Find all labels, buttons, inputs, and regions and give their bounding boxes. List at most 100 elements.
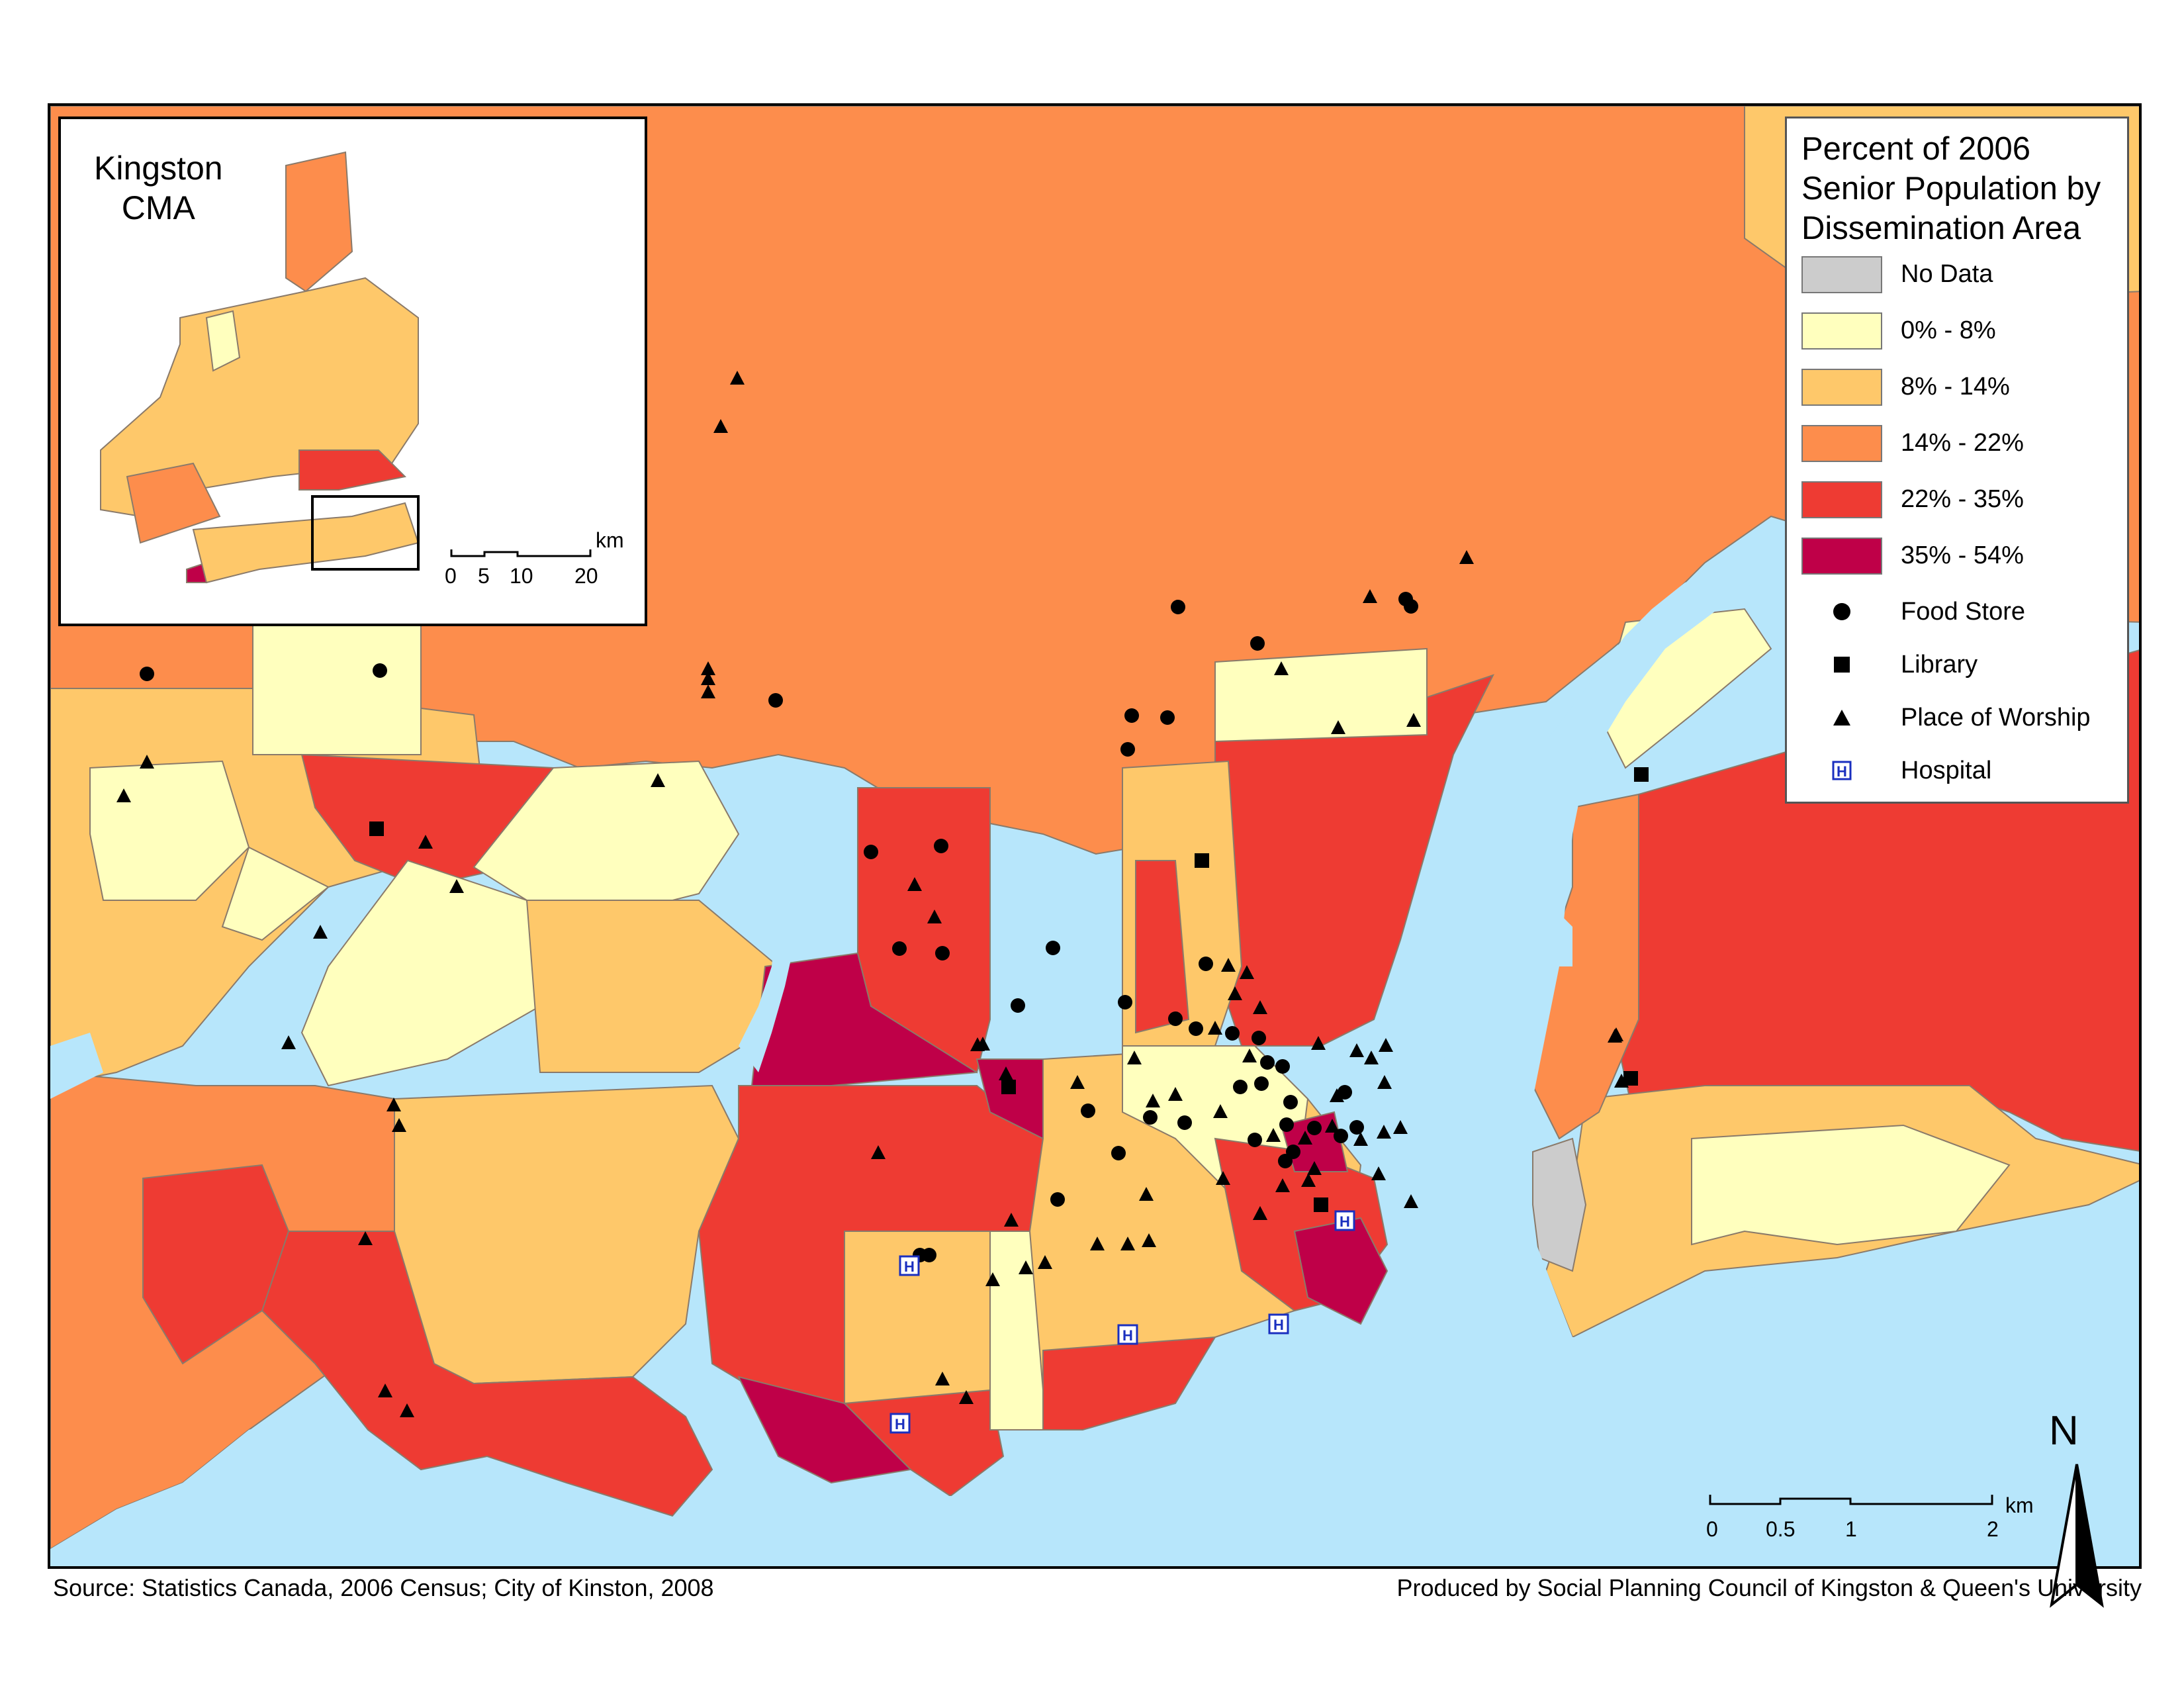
point-symbols: H H H H H: [116, 371, 1649, 1434]
place-of-worship-icon: [1213, 1104, 1228, 1118]
place-of-worship-icon: [1363, 589, 1377, 603]
legend-class-label: 0% - 8%: [1901, 316, 1996, 344]
place-of-worship-icon: [1325, 1119, 1340, 1133]
svg-text:H: H: [1837, 763, 1847, 780]
place-of-worship-icon: [959, 1390, 974, 1404]
scale-tick-0-5: 0.5: [1766, 1517, 1796, 1541]
legend-class-label: 22% - 35%: [1901, 485, 2024, 513]
inset-region-south: [192, 502, 420, 584]
place-of-worship-icon: [730, 371, 745, 385]
place-of-worship-icon: [1253, 1000, 1267, 1014]
food-store-icon: [1189, 1021, 1203, 1036]
place-of-worship-icon: [1301, 1173, 1316, 1187]
place-of-worship-icon: [1127, 1051, 1142, 1064]
hospital-h-icon: H: [1832, 761, 1852, 780]
scale-bar: [1709, 1495, 1993, 1505]
food-store-icon: [1120, 742, 1135, 757]
food-store-icon: [1283, 1095, 1298, 1109]
place-of-worship-icon: [281, 1035, 296, 1049]
inset-region-orange: [126, 462, 221, 544]
place-of-worship-icon: [1298, 1131, 1312, 1145]
place-of-worship-icon: [1221, 958, 1236, 972]
scale-tick-1: 1: [1845, 1517, 1857, 1541]
food-store-icon: [1248, 1133, 1262, 1147]
legend-symbol-label: Food Store: [1901, 598, 2025, 626]
hospital-h-icon: H: [899, 1255, 920, 1276]
legend-swatch: [1801, 256, 1882, 293]
food-store-icon: [768, 693, 783, 708]
place-of-worship-icon: [1208, 1021, 1222, 1035]
food-store-icon: [1177, 1115, 1192, 1130]
inset-scale-unit: km: [596, 528, 624, 552]
place-of-worship-icon: [1377, 1125, 1391, 1139]
legend-class-row: No Data: [1801, 256, 2119, 296]
place-of-worship-icon: [1139, 1187, 1154, 1201]
food-store-icon: [892, 941, 907, 956]
food-store-icon: [373, 663, 387, 678]
food-store-icon: [1171, 600, 1185, 614]
legend-symbol-row: Library: [1801, 647, 2119, 686]
scale-unit: km: [2005, 1493, 2034, 1517]
legend-symbol-row: Place of Worship: [1801, 700, 2119, 739]
hospital-h-icon: H: [1268, 1313, 1289, 1335]
food-store-icon: [1338, 1085, 1352, 1100]
food-store-icon: [1233, 1080, 1248, 1094]
area-ne-pale: [1214, 647, 1428, 743]
place-of-worship-icon: [1070, 1075, 1085, 1089]
place-of-worship-icon: [1216, 1171, 1230, 1185]
food-store-icon: [1251, 1031, 1266, 1045]
legend-symbol-label: Place of Worship: [1901, 704, 2091, 731]
inset-region-pale: [205, 310, 241, 372]
legend: Percent of 2006 Senior Population by Dis…: [1785, 117, 2129, 804]
lake-ontario: [50, 1194, 2139, 1566]
legend-swatch: [1801, 369, 1882, 406]
food-store-icon: [1349, 1120, 1364, 1135]
north-arrow-icon: [2050, 1464, 2104, 1608]
legend-title-line-3: Dissemination Area: [1801, 211, 2081, 246]
cataraqui-river: [1440, 556, 1771, 1297]
food-store-icon: [1250, 636, 1265, 651]
food-store-icon: [1254, 1076, 1269, 1091]
place-of-worship-icon: [358, 1231, 373, 1245]
svg-text:H: H: [895, 1416, 905, 1432]
place-of-worship-icon: [1142, 1233, 1156, 1247]
food-store-icon: [1225, 1026, 1240, 1041]
food-store-icon: [1260, 1055, 1275, 1070]
place-of-worship-icon: [1240, 965, 1254, 979]
place-of-worship-icon: [1614, 1074, 1629, 1088]
legend-class-row: 8% - 14%: [1801, 369, 2119, 408]
place-of-worship-icon: [1266, 1128, 1281, 1142]
scale-tick-2: 2: [1987, 1517, 1999, 1541]
food-store-icon: [1050, 1192, 1065, 1207]
library-icon: [1195, 853, 1209, 868]
area-sw-red2: [142, 1164, 290, 1365]
place-of-worship-icon: [418, 835, 433, 849]
area-ne-red: [1214, 674, 1494, 1047]
food-store-icon: [1160, 710, 1175, 725]
legend-symbol-label: Hospital: [1901, 757, 1992, 784]
hospital-h-icon: H: [889, 1413, 911, 1434]
place-of-worship-icon: [713, 419, 728, 433]
legend-symbol-row: H Hospital: [1801, 753, 2119, 792]
circle-icon: [1832, 602, 1852, 622]
choropleth-map[interactable]: H H H H H: [50, 106, 2142, 1569]
place-of-worship-icon: [1168, 1087, 1183, 1101]
place-of-worship-icon: [1311, 1036, 1326, 1050]
food-store-icon: [1168, 1011, 1183, 1026]
legend-swatch: [1801, 538, 1882, 575]
food-store-icon: [1118, 995, 1132, 1009]
place-of-worship-icon: [1004, 1213, 1019, 1227]
place-of-worship-icon: [1331, 720, 1345, 734]
place-of-worship-icon: [871, 1145, 886, 1159]
library-icon: [1314, 1197, 1328, 1212]
place-of-worship-icon: [1364, 1051, 1379, 1064]
inset-scale-bar: [450, 549, 592, 557]
food-store-icon: [1275, 1059, 1290, 1074]
place-of-worship-icon: [907, 877, 922, 891]
place-of-worship-icon: [378, 1383, 392, 1397]
legend-class-label: 14% - 22%: [1901, 429, 2024, 457]
library-icon: [1001, 1080, 1016, 1094]
legend-class-label: No Data: [1901, 260, 1993, 288]
north-arrow-label: N: [2049, 1408, 2079, 1454]
place-of-worship-icon: [449, 879, 464, 893]
